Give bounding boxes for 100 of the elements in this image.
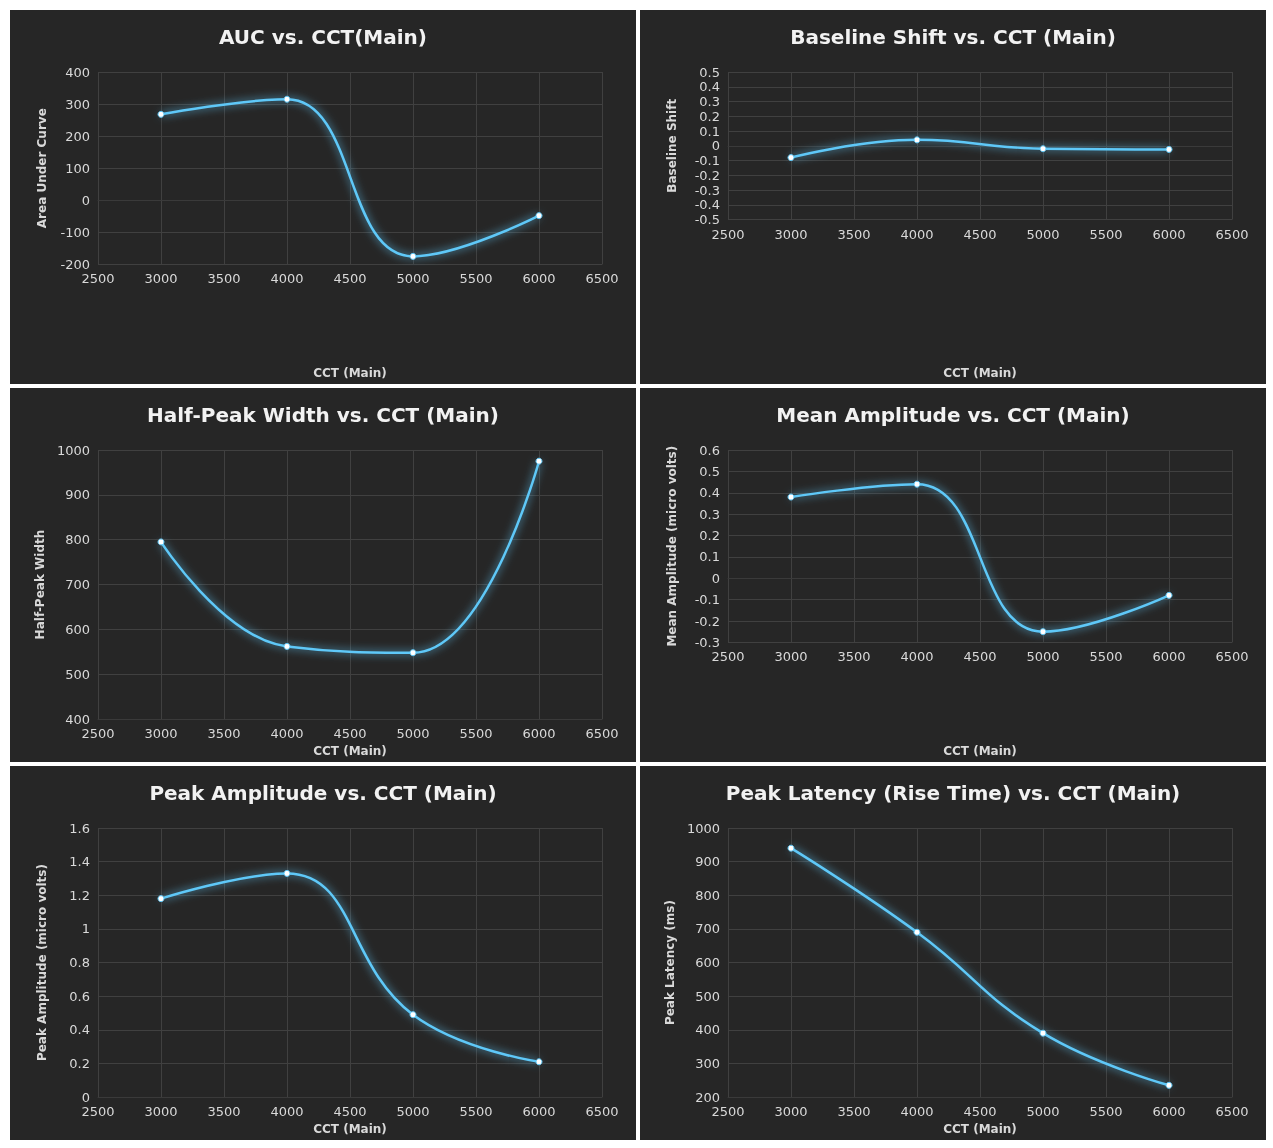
y-tick-label: 1 bbox=[81, 921, 90, 937]
x-tick-label: 6000 bbox=[522, 726, 556, 742]
x-tick-label: 3000 bbox=[774, 1104, 808, 1120]
y-axis-title: Half-Peak Width bbox=[33, 529, 48, 640]
y-tick-label: 500 bbox=[65, 666, 90, 682]
x-tick-label: 6500 bbox=[585, 271, 619, 287]
y-tick-label: -0.2 bbox=[694, 613, 720, 629]
chart-title: Mean Amplitude vs. CCT (Main) bbox=[776, 403, 1130, 427]
x-tick-label: 6500 bbox=[1215, 649, 1249, 665]
x-tick-label: 4500 bbox=[963, 1104, 997, 1120]
y-tick-label: 500 bbox=[695, 988, 720, 1004]
x-tick-label: 4000 bbox=[270, 1104, 304, 1120]
chart-title: Baseline Shift vs. CCT (Main) bbox=[790, 25, 1116, 49]
point bbox=[409, 1011, 417, 1019]
y-tick-label: 700 bbox=[65, 577, 90, 593]
x-tick-label: 6500 bbox=[585, 1104, 619, 1120]
y-tick-label: 1000 bbox=[56, 442, 90, 458]
x-tick-label: 5500 bbox=[459, 1104, 493, 1120]
y-axis-title: Peak Latency (ms) bbox=[663, 900, 678, 1026]
x-tick-label: 5000 bbox=[1026, 649, 1060, 665]
y-tick-label: -0.2 bbox=[694, 167, 720, 183]
x-tick-label: 5000 bbox=[1026, 226, 1060, 242]
y-tick-label: -0.5 bbox=[694, 212, 720, 228]
chart-title: Peak Latency (Rise Time) vs. CCT (Main) bbox=[725, 781, 1181, 805]
x-tick-label: 3500 bbox=[207, 726, 241, 742]
x-tick-label: 6000 bbox=[1152, 1104, 1186, 1120]
x-tick-label: 5000 bbox=[396, 1104, 430, 1120]
x-tick-label: 6500 bbox=[1215, 226, 1249, 242]
x-axis-title: CCT (Main) bbox=[313, 744, 387, 758]
y-tick-label: -100 bbox=[60, 224, 90, 240]
y-tick-label: 400 bbox=[65, 711, 90, 727]
y-tick-label: 0 bbox=[81, 192, 90, 208]
y-tick-label: -0.1 bbox=[694, 153, 720, 169]
x-tick-label: 4000 bbox=[900, 226, 934, 242]
x-tick-label: 6500 bbox=[1215, 1104, 1249, 1120]
y-tick-label: 0.5 bbox=[699, 64, 720, 80]
x-tick-label: 5000 bbox=[1026, 1104, 1060, 1120]
x-tick-label: 5500 bbox=[459, 726, 493, 742]
x-tick-label: 4500 bbox=[333, 271, 367, 287]
y-tick-label: 0.6 bbox=[699, 442, 720, 458]
x-tick-label: 6500 bbox=[585, 726, 619, 742]
y-axis-title: Mean Amplitude (micro volts) bbox=[665, 445, 679, 647]
y-tick-label: 0.8 bbox=[69, 955, 90, 971]
x-tick-label: 6000 bbox=[522, 1104, 556, 1120]
x-tick-label: 4000 bbox=[900, 1104, 934, 1120]
x-tick-label: 5500 bbox=[1089, 1104, 1123, 1120]
y-tick-label: 0 bbox=[711, 570, 720, 586]
y-tick-label: 800 bbox=[695, 887, 720, 903]
x-tick-label: 4000 bbox=[270, 271, 304, 287]
y-tick-label: 0 bbox=[711, 138, 720, 154]
x-tick-label: 4500 bbox=[333, 726, 367, 742]
x-tick-label: 2500 bbox=[711, 1104, 745, 1120]
x-tick-label: 2500 bbox=[81, 1104, 115, 1120]
y-tick-label: 100 bbox=[65, 160, 90, 176]
y-tick-label: 0.3 bbox=[699, 506, 720, 522]
point bbox=[535, 212, 543, 220]
y-tick-label: 200 bbox=[65, 128, 90, 144]
point bbox=[787, 844, 795, 852]
x-tick-label: 3000 bbox=[144, 726, 178, 742]
y-tick-label: 1.6 bbox=[69, 820, 90, 836]
y-tick-label: -200 bbox=[60, 256, 90, 272]
y-tick-label: 0.5 bbox=[699, 463, 720, 479]
x-tick-label: 3000 bbox=[774, 226, 808, 242]
point bbox=[157, 538, 165, 546]
x-tick-label: 2500 bbox=[81, 726, 115, 742]
y-tick-label: 1000 bbox=[686, 820, 720, 836]
y-tick-label: 400 bbox=[65, 64, 90, 80]
x-axis-title: CCT (Main) bbox=[943, 366, 1017, 380]
point bbox=[535, 457, 543, 465]
y-tick-label: -0.3 bbox=[694, 182, 720, 198]
point bbox=[1039, 145, 1047, 153]
point bbox=[913, 480, 921, 488]
point bbox=[913, 928, 921, 936]
x-tick-label: 4500 bbox=[963, 226, 997, 242]
point bbox=[409, 252, 417, 260]
x-axis-title: CCT (Main) bbox=[313, 1122, 387, 1136]
x-tick-label: 4500 bbox=[333, 1104, 367, 1120]
x-tick-label: 2500 bbox=[711, 226, 745, 242]
point bbox=[787, 493, 795, 501]
x-tick-label: 3500 bbox=[207, 1104, 241, 1120]
x-tick-label: 6000 bbox=[1152, 649, 1186, 665]
y-axis-title: Area Under Curve bbox=[35, 108, 49, 229]
y-tick-label: -0.1 bbox=[694, 592, 720, 608]
y-tick-label: 400 bbox=[695, 1022, 720, 1038]
point bbox=[1165, 1081, 1173, 1089]
point bbox=[409, 649, 417, 657]
point bbox=[283, 869, 291, 877]
x-tick-label: 5500 bbox=[1089, 649, 1123, 665]
x-tick-label: 6000 bbox=[522, 271, 556, 287]
y-tick-label: 0.3 bbox=[699, 94, 720, 110]
y-axis-title: Baseline Shift bbox=[665, 98, 679, 193]
y-tick-label: 700 bbox=[695, 921, 720, 937]
point bbox=[1165, 591, 1173, 599]
y-tick-label: 0.1 bbox=[699, 549, 720, 565]
x-tick-label: 3500 bbox=[837, 1104, 871, 1120]
y-tick-label: 0.1 bbox=[699, 123, 720, 139]
y-tick-label: 900 bbox=[695, 854, 720, 870]
y-axis-title: Peak Amplitude (micro volts) bbox=[35, 864, 49, 1062]
x-tick-label: 3000 bbox=[144, 1104, 178, 1120]
y-tick-label: 0.6 bbox=[69, 988, 90, 1004]
